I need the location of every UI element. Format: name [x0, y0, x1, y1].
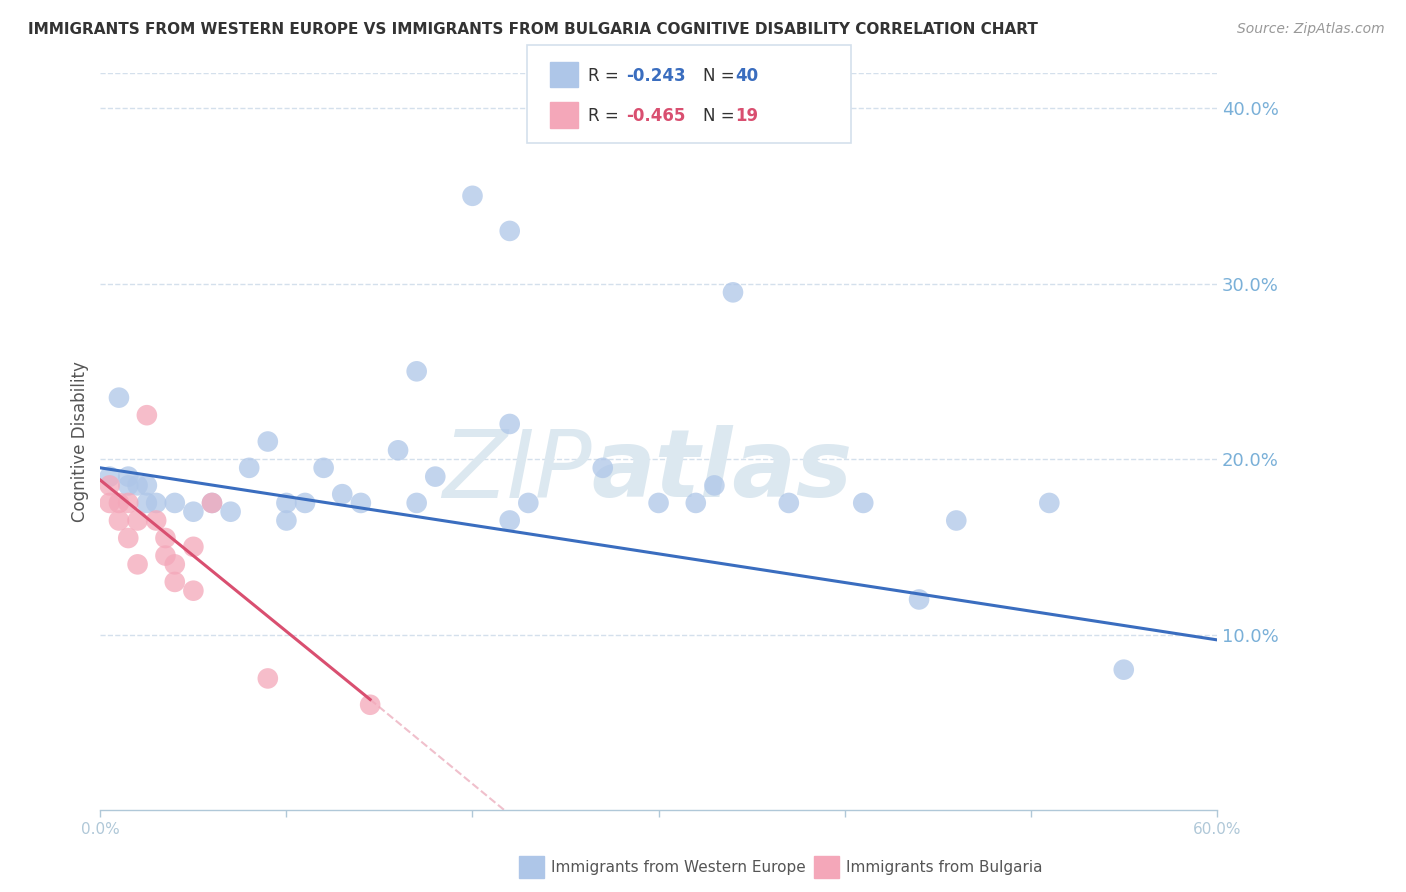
Text: Immigrants from Western Europe: Immigrants from Western Europe	[551, 861, 806, 875]
Point	[647, 496, 669, 510]
Point	[703, 478, 725, 492]
Point	[163, 558, 186, 572]
Point	[499, 224, 522, 238]
Text: R =: R =	[588, 107, 624, 125]
Text: N =: N =	[703, 67, 740, 85]
Point	[108, 391, 131, 405]
Point	[908, 592, 931, 607]
Point	[359, 698, 381, 712]
Point	[405, 496, 427, 510]
Point	[294, 496, 316, 510]
Point	[201, 496, 224, 510]
Point	[256, 672, 278, 686]
Point	[117, 531, 139, 545]
Text: ZIP: ZIP	[441, 425, 592, 516]
Point	[945, 514, 967, 528]
Point	[163, 496, 186, 510]
Point	[127, 478, 149, 492]
Point	[461, 189, 484, 203]
Point	[1112, 663, 1135, 677]
Text: N =: N =	[703, 107, 740, 125]
Point	[219, 505, 242, 519]
Text: 19: 19	[735, 107, 758, 125]
Point	[108, 514, 131, 528]
Point	[405, 364, 427, 378]
Point	[350, 496, 373, 510]
Point	[330, 487, 353, 501]
Point	[117, 478, 139, 492]
Point	[98, 469, 121, 483]
Text: R =: R =	[588, 67, 624, 85]
Point	[135, 496, 157, 510]
Point	[183, 505, 205, 519]
Text: IMMIGRANTS FROM WESTERN EUROPE VS IMMIGRANTS FROM BULGARIA COGNITIVE DISABILITY : IMMIGRANTS FROM WESTERN EUROPE VS IMMIGR…	[28, 22, 1038, 37]
Point	[201, 496, 224, 510]
Point	[117, 496, 139, 510]
Point	[155, 531, 177, 545]
Point	[852, 496, 875, 510]
Point	[135, 408, 157, 422]
Point	[163, 574, 186, 589]
Point	[425, 469, 447, 483]
Point	[256, 434, 278, 449]
Point	[98, 478, 121, 492]
Text: Source: ZipAtlas.com: Source: ZipAtlas.com	[1237, 22, 1385, 37]
Point	[276, 496, 298, 510]
Point	[127, 558, 149, 572]
Point	[276, 514, 298, 528]
Point	[592, 460, 614, 475]
Text: -0.243: -0.243	[626, 67, 685, 85]
Point	[98, 496, 121, 510]
Point	[517, 496, 540, 510]
Point	[183, 583, 205, 598]
Y-axis label: Cognitive Disability: Cognitive Disability	[72, 361, 89, 522]
Point	[155, 549, 177, 563]
Point	[117, 469, 139, 483]
Point	[108, 496, 131, 510]
Point	[685, 496, 707, 510]
Point	[387, 443, 409, 458]
Point	[1038, 496, 1060, 510]
Point	[145, 514, 167, 528]
Point	[127, 514, 149, 528]
Point	[312, 460, 335, 475]
Text: atlas: atlas	[592, 425, 853, 517]
Text: 40: 40	[735, 67, 758, 85]
Point	[499, 514, 522, 528]
Point	[778, 496, 800, 510]
Text: -0.465: -0.465	[626, 107, 685, 125]
Point	[238, 460, 260, 475]
Text: Immigrants from Bulgaria: Immigrants from Bulgaria	[846, 861, 1043, 875]
Point	[145, 496, 167, 510]
Point	[499, 417, 522, 431]
Point	[183, 540, 205, 554]
Point	[721, 285, 744, 300]
Point	[135, 478, 157, 492]
